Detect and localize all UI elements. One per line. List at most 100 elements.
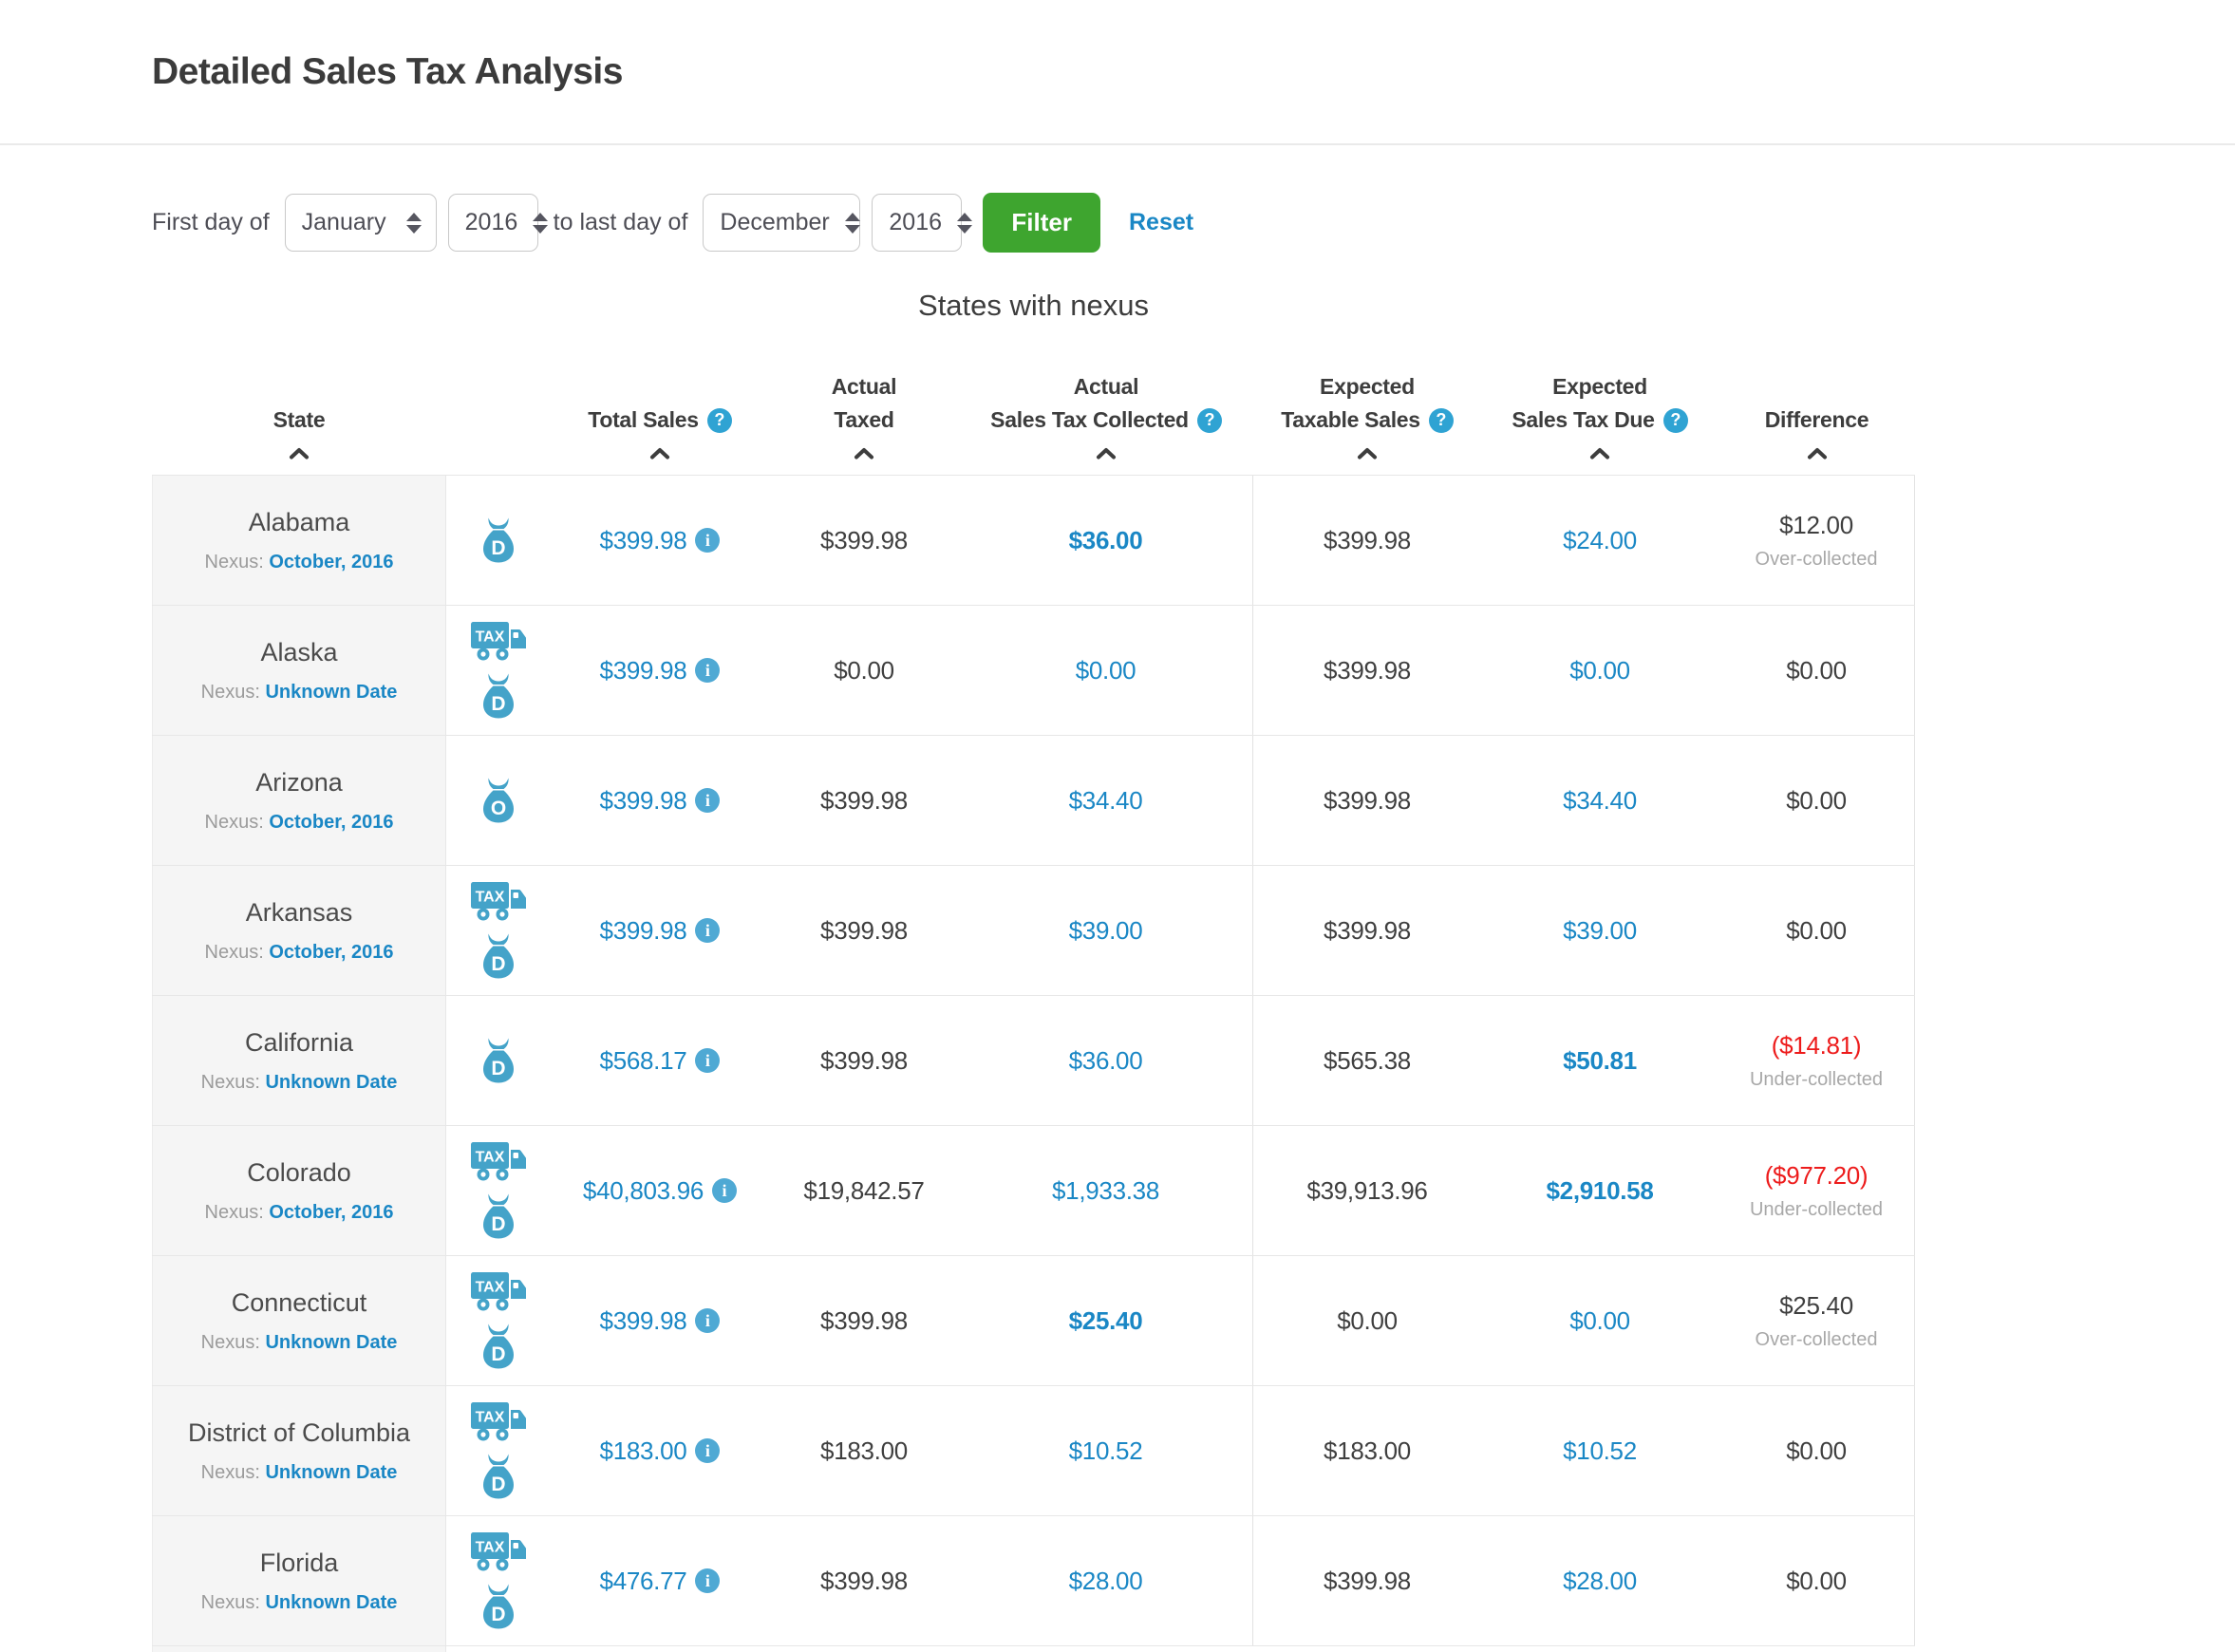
- reset-link[interactable]: Reset: [1128, 209, 1194, 235]
- expected-sales-tax-due-link[interactable]: $0.00: [1569, 655, 1630, 685]
- expected-sales-tax-due-link[interactable]: $50.81: [1563, 1045, 1637, 1075]
- column-header-line: Actual: [990, 370, 1222, 404]
- sort-caret-icon[interactable]: [854, 447, 874, 460]
- sales-tax-collected-link[interactable]: $1,933.38: [1052, 1175, 1159, 1205]
- expected-sales-tax-due-link[interactable]: $10.52: [1563, 1436, 1637, 1465]
- column-header-total-sales[interactable]: Total Sales?: [551, 404, 769, 475]
- total-sales-cell: $399.98 i: [551, 866, 769, 995]
- expected-sales-tax-due-link[interactable]: $28.00: [1563, 1566, 1637, 1595]
- help-icon[interactable]: ?: [706, 407, 732, 433]
- total-sales-link[interactable]: $399.98: [599, 785, 687, 815]
- info-icon[interactable]: i: [695, 788, 721, 813]
- column-header-text: State: [272, 407, 326, 432]
- sales-tax-collected-link[interactable]: $28.00: [1068, 1566, 1143, 1595]
- state-name: Colorado: [247, 1157, 351, 1187]
- info-icon[interactable]: i: [695, 918, 721, 943]
- total-sales-link[interactable]: $399.98: [599, 915, 687, 945]
- table-row: Connecticut Nexus: Unknown Date TAX D $399.9…: [152, 1255, 1915, 1385]
- info-icon[interactable]: i: [695, 658, 721, 683]
- column-header-expected-sales-tax-due[interactable]: Expected Sales Tax Due?: [1481, 370, 1719, 475]
- actual-taxed-value: $399.98: [820, 1566, 908, 1595]
- svg-text:D: D: [491, 1058, 505, 1079]
- info-icon[interactable]: i: [695, 1308, 721, 1333]
- nexus-date-link[interactable]: Unknown Date: [265, 1461, 398, 1483]
- row-icons-cell: TAX D: [446, 1256, 551, 1385]
- difference-value: $0.00: [1786, 915, 1847, 945]
- end-year-select[interactable]: 2016: [872, 194, 973, 252]
- total-sales-link[interactable]: $399.98: [599, 655, 687, 685]
- total-sales-link[interactable]: $568.17: [599, 1045, 687, 1075]
- info-icon[interactable]: i: [695, 1568, 721, 1593]
- column-header-actual-taxed[interactable]: Actual Taxed: [769, 370, 959, 475]
- state-cell: [152, 1646, 446, 1652]
- difference-cell: ($977.20) Under-collected: [1719, 1126, 1915, 1255]
- nexus-date-link[interactable]: October, 2016: [269, 811, 394, 833]
- expected-sales-tax-due-cell: $24.00: [1481, 476, 1719, 605]
- sales-tax-collected-link[interactable]: $25.40: [1068, 1305, 1143, 1335]
- nexus-date-link[interactable]: October, 2016: [269, 941, 394, 963]
- svg-text:D: D: [491, 693, 505, 715]
- svg-text:TAX: TAX: [476, 629, 505, 646]
- end-month-select[interactable]: December: [703, 194, 861, 252]
- sales-tax-collected-link[interactable]: $39.00: [1068, 915, 1143, 945]
- sort-caret-icon[interactable]: [649, 447, 670, 460]
- help-icon[interactable]: ?: [1428, 407, 1454, 433]
- column-header-text: Expected: [1552, 374, 1647, 399]
- expected-sales-tax-due-link[interactable]: $24.00: [1563, 525, 1637, 554]
- total-sales-link[interactable]: $399.98: [599, 1305, 687, 1335]
- state-cell: Arizona Nexus: October, 2016: [152, 736, 446, 865]
- sort-caret-icon[interactable]: [1807, 447, 1828, 460]
- help-icon[interactable]: ?: [1662, 407, 1688, 433]
- nexus-date-link[interactable]: Unknown Date: [265, 681, 398, 703]
- total-sales-link[interactable]: $476.77: [599, 1566, 687, 1595]
- nexus-date-link[interactable]: October, 2016: [269, 1201, 394, 1223]
- tax-truck-icon: TAX: [471, 1142, 526, 1181]
- info-icon[interactable]: i: [695, 1438, 721, 1463]
- column-header-label: Difference: [1765, 404, 1869, 437]
- expected-sales-tax-due-link[interactable]: $34.40: [1563, 785, 1637, 815]
- content: First day of January 2016 to last day of…: [0, 193, 2235, 1652]
- info-icon[interactable]: i: [712, 1178, 738, 1203]
- start-month-select[interactable]: January: [284, 194, 437, 252]
- sales-tax-collected-link[interactable]: $0.00: [1075, 655, 1136, 685]
- column-header-text: Taxable Sales: [1281, 407, 1420, 432]
- sales-tax-collected-cell: $39.00: [959, 866, 1253, 995]
- nexus-date-link[interactable]: Unknown Date: [265, 1071, 398, 1093]
- sales-tax-collected-link[interactable]: $10.52: [1068, 1436, 1143, 1465]
- total-sales-cell: $568.17 i: [551, 996, 769, 1125]
- sales-tax-collected-link[interactable]: $36.00: [1068, 1045, 1143, 1075]
- column-header-text: Total Sales: [588, 407, 699, 432]
- expected-taxable-sales-cell: $399.98: [1253, 606, 1481, 735]
- start-year-value: 2016: [464, 209, 518, 235]
- sales-tax-collected-link[interactable]: $36.00: [1068, 525, 1143, 554]
- column-header-expected-taxable-sales[interactable]: Expected Taxable Sales?: [1253, 370, 1481, 475]
- info-icon[interactable]: i: [695, 528, 721, 553]
- difference-note: Over-collected: [1755, 1328, 1878, 1350]
- sort-caret-icon[interactable]: [1589, 447, 1610, 460]
- nexus-date-link[interactable]: Unknown Date: [265, 1331, 398, 1353]
- column-header-difference[interactable]: Difference: [1719, 404, 1915, 475]
- actual-taxed-value: $399.98: [820, 1305, 908, 1335]
- expected-sales-tax-due-link[interactable]: $2,910.58: [1546, 1175, 1654, 1205]
- info-icon[interactable]: i: [695, 1048, 721, 1073]
- start-year-select[interactable]: 2016: [447, 194, 549, 252]
- sort-caret-icon[interactable]: [1357, 447, 1378, 460]
- column-header-state[interactable]: State: [152, 404, 446, 475]
- nexus-label: Nexus:: [204, 551, 270, 573]
- difference-value: ($14.81): [1771, 1030, 1862, 1060]
- filter-button[interactable]: Filter: [983, 193, 1100, 253]
- nexus-date-link[interactable]: Unknown Date: [265, 1591, 398, 1613]
- sort-caret-icon[interactable]: [1096, 447, 1117, 460]
- expected-sales-tax-due-link[interactable]: $39.00: [1563, 915, 1637, 945]
- total-sales-link[interactable]: $183.00: [599, 1436, 687, 1465]
- nexus-date-link[interactable]: October, 2016: [269, 551, 394, 573]
- column-header-actual-sales-tax-collected[interactable]: Actual Sales Tax Collected?: [959, 370, 1253, 475]
- table-body: Alabama Nexus: October, 2016 D $399.98 i $399…: [152, 475, 1915, 1645]
- help-icon[interactable]: ?: [1196, 407, 1222, 433]
- sort-caret-icon[interactable]: [289, 447, 310, 460]
- expected-sales-tax-due-link[interactable]: $0.00: [1569, 1305, 1630, 1335]
- expected-taxable-sales-value: $399.98: [1324, 525, 1411, 554]
- total-sales-link[interactable]: $399.98: [599, 525, 687, 554]
- sales-tax-collected-link[interactable]: $34.40: [1068, 785, 1143, 815]
- total-sales-link[interactable]: $40,803.96: [582, 1175, 704, 1205]
